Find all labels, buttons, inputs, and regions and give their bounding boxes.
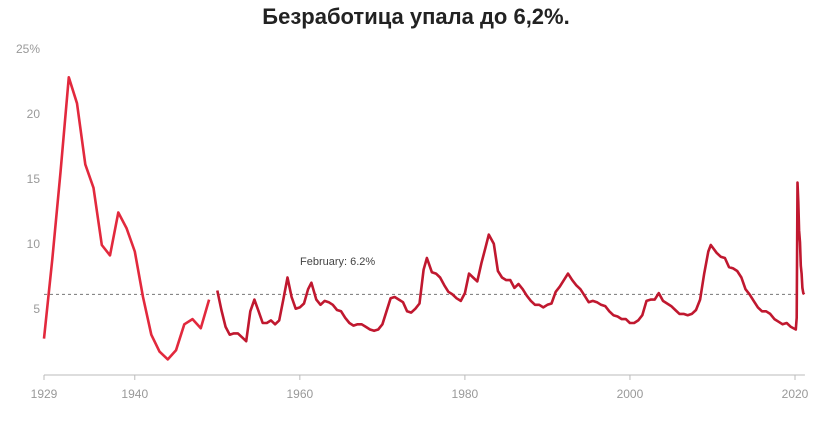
chart-title: Безработица упала до 6,2%.	[262, 4, 569, 29]
series-line	[42, 76, 211, 361]
x-tick-label: 1940	[121, 387, 148, 401]
y-tick-label: 5	[33, 302, 40, 316]
y-tick-label: 20	[27, 107, 41, 121]
x-tick-label: 1960	[286, 387, 313, 401]
x-tick-label: 2020	[782, 387, 809, 401]
y-tick-label: 10	[27, 237, 41, 251]
series-line	[216, 181, 806, 343]
y-tick-label: 25%	[16, 42, 40, 56]
x-tick-label: 1929	[31, 387, 58, 401]
x-tick-label: 1980	[452, 387, 479, 401]
y-tick-label: 15	[27, 172, 41, 186]
annotation: February: 6.2%	[300, 256, 375, 268]
x-tick-label: 2000	[617, 387, 644, 401]
